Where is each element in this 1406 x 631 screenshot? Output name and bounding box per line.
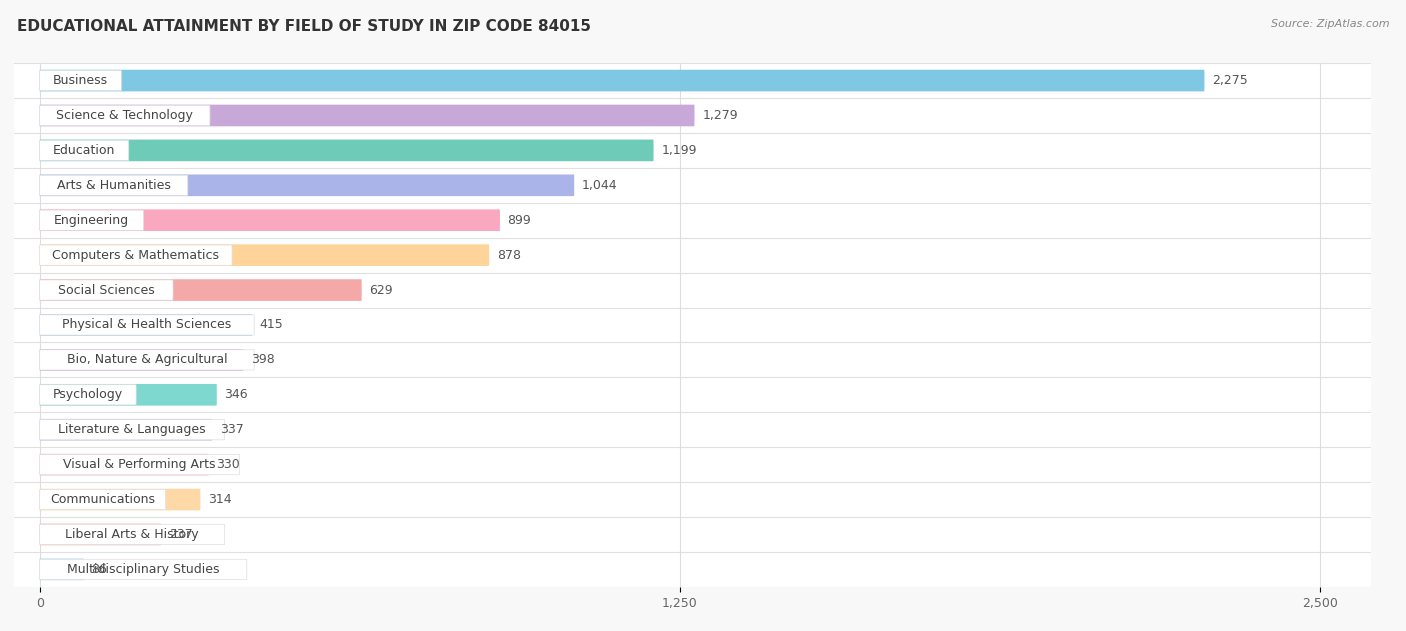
Text: Arts & Humanities: Arts & Humanities [56, 179, 170, 192]
Text: Communications: Communications [51, 493, 155, 506]
Text: 1,199: 1,199 [661, 144, 697, 157]
Text: 237: 237 [169, 528, 193, 541]
FancyBboxPatch shape [39, 71, 121, 91]
FancyBboxPatch shape [39, 489, 201, 510]
FancyBboxPatch shape [39, 420, 225, 440]
Text: 86: 86 [91, 563, 107, 576]
Text: 346: 346 [225, 388, 247, 401]
FancyBboxPatch shape [14, 63, 1371, 98]
FancyBboxPatch shape [39, 314, 252, 336]
FancyBboxPatch shape [39, 175, 188, 196]
Text: Education: Education [53, 144, 115, 157]
Text: Science & Technology: Science & Technology [56, 109, 193, 122]
FancyBboxPatch shape [14, 238, 1371, 273]
FancyBboxPatch shape [39, 559, 247, 579]
Text: Multidisciplinary Studies: Multidisciplinary Studies [67, 563, 219, 576]
FancyBboxPatch shape [14, 273, 1371, 307]
Text: 2,275: 2,275 [1212, 74, 1249, 87]
Text: 1,279: 1,279 [702, 109, 738, 122]
FancyBboxPatch shape [39, 350, 254, 370]
Text: 629: 629 [370, 283, 394, 297]
FancyBboxPatch shape [39, 210, 143, 230]
FancyBboxPatch shape [39, 70, 1205, 91]
FancyBboxPatch shape [39, 139, 654, 161]
FancyBboxPatch shape [14, 447, 1371, 482]
FancyBboxPatch shape [39, 140, 129, 160]
FancyBboxPatch shape [39, 105, 209, 126]
FancyBboxPatch shape [14, 552, 1371, 587]
Text: Bio, Nature & Agricultural: Bio, Nature & Agricultural [66, 353, 228, 367]
FancyBboxPatch shape [39, 558, 84, 580]
FancyBboxPatch shape [14, 168, 1371, 203]
FancyBboxPatch shape [14, 517, 1371, 552]
FancyBboxPatch shape [39, 349, 243, 370]
Text: 415: 415 [260, 319, 284, 331]
FancyBboxPatch shape [14, 377, 1371, 412]
FancyBboxPatch shape [39, 209, 501, 231]
FancyBboxPatch shape [39, 280, 361, 301]
FancyBboxPatch shape [39, 105, 695, 126]
Text: Computers & Mathematics: Computers & Mathematics [52, 249, 219, 262]
FancyBboxPatch shape [14, 343, 1371, 377]
Text: EDUCATIONAL ATTAINMENT BY FIELD OF STUDY IN ZIP CODE 84015: EDUCATIONAL ATTAINMENT BY FIELD OF STUDY… [17, 19, 591, 34]
FancyBboxPatch shape [39, 454, 208, 475]
FancyBboxPatch shape [39, 524, 225, 545]
FancyBboxPatch shape [39, 315, 254, 335]
Text: Literature & Languages: Literature & Languages [59, 423, 207, 436]
FancyBboxPatch shape [39, 524, 162, 545]
Text: Business: Business [53, 74, 108, 87]
Text: Physical & Health Sciences: Physical & Health Sciences [62, 319, 232, 331]
FancyBboxPatch shape [39, 384, 217, 406]
FancyBboxPatch shape [14, 307, 1371, 343]
Text: Engineering: Engineering [53, 214, 129, 227]
Text: 337: 337 [219, 423, 243, 436]
FancyBboxPatch shape [39, 490, 166, 510]
FancyBboxPatch shape [39, 280, 173, 300]
Text: Psychology: Psychology [53, 388, 122, 401]
FancyBboxPatch shape [14, 133, 1371, 168]
Text: 1,044: 1,044 [582, 179, 617, 192]
FancyBboxPatch shape [14, 482, 1371, 517]
Text: Liberal Arts & History: Liberal Arts & History [65, 528, 200, 541]
FancyBboxPatch shape [14, 412, 1371, 447]
Text: 899: 899 [508, 214, 531, 227]
Text: 878: 878 [496, 249, 520, 262]
FancyBboxPatch shape [39, 454, 239, 475]
Text: Visual & Performing Arts: Visual & Performing Arts [63, 458, 215, 471]
FancyBboxPatch shape [39, 385, 136, 405]
FancyBboxPatch shape [14, 203, 1371, 238]
Text: Social Sciences: Social Sciences [58, 283, 155, 297]
FancyBboxPatch shape [39, 245, 232, 265]
FancyBboxPatch shape [14, 98, 1371, 133]
Text: 398: 398 [252, 353, 274, 367]
FancyBboxPatch shape [39, 244, 489, 266]
FancyBboxPatch shape [39, 419, 212, 440]
Text: 314: 314 [208, 493, 232, 506]
FancyBboxPatch shape [39, 175, 574, 196]
Text: Source: ZipAtlas.com: Source: ZipAtlas.com [1271, 19, 1389, 29]
Text: 330: 330 [217, 458, 240, 471]
